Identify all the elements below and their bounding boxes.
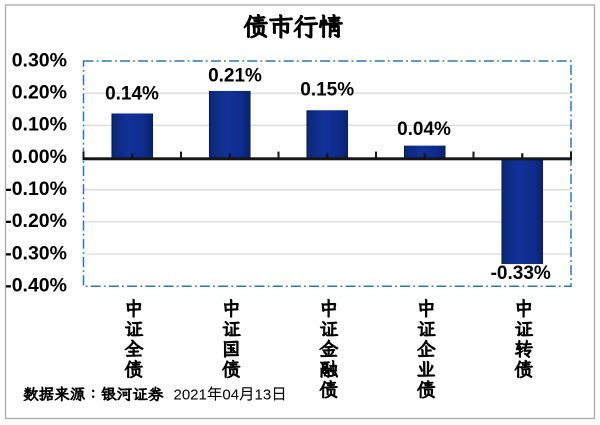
svg-text:-0.40%: -0.40% [5, 274, 67, 296]
svg-text:0.15%: 0.15% [300, 80, 354, 101]
svg-text:0.21%: 0.21% [208, 65, 262, 86]
svg-text:0.04%: 0.04% [397, 119, 451, 140]
svg-text:2021: 2021 [174, 386, 207, 403]
svg-text:0.30%: 0.30% [12, 49, 67, 71]
svg-text:-0.20%: -0.20% [5, 210, 67, 232]
svg-text:-0.10%: -0.10% [5, 178, 67, 200]
svg-text:-0.30%: -0.30% [5, 242, 67, 264]
svg-text:0.00%: 0.00% [12, 146, 67, 168]
svg-text:0.20%: 0.20% [12, 81, 67, 103]
svg-text:0.10%: 0.10% [12, 114, 67, 136]
svg-text:0.14%: 0.14% [105, 84, 159, 105]
svg-text:04: 04 [222, 386, 239, 403]
svg-text:-0.33%: -0.33% [491, 263, 551, 284]
svg-text:13: 13 [255, 386, 272, 403]
